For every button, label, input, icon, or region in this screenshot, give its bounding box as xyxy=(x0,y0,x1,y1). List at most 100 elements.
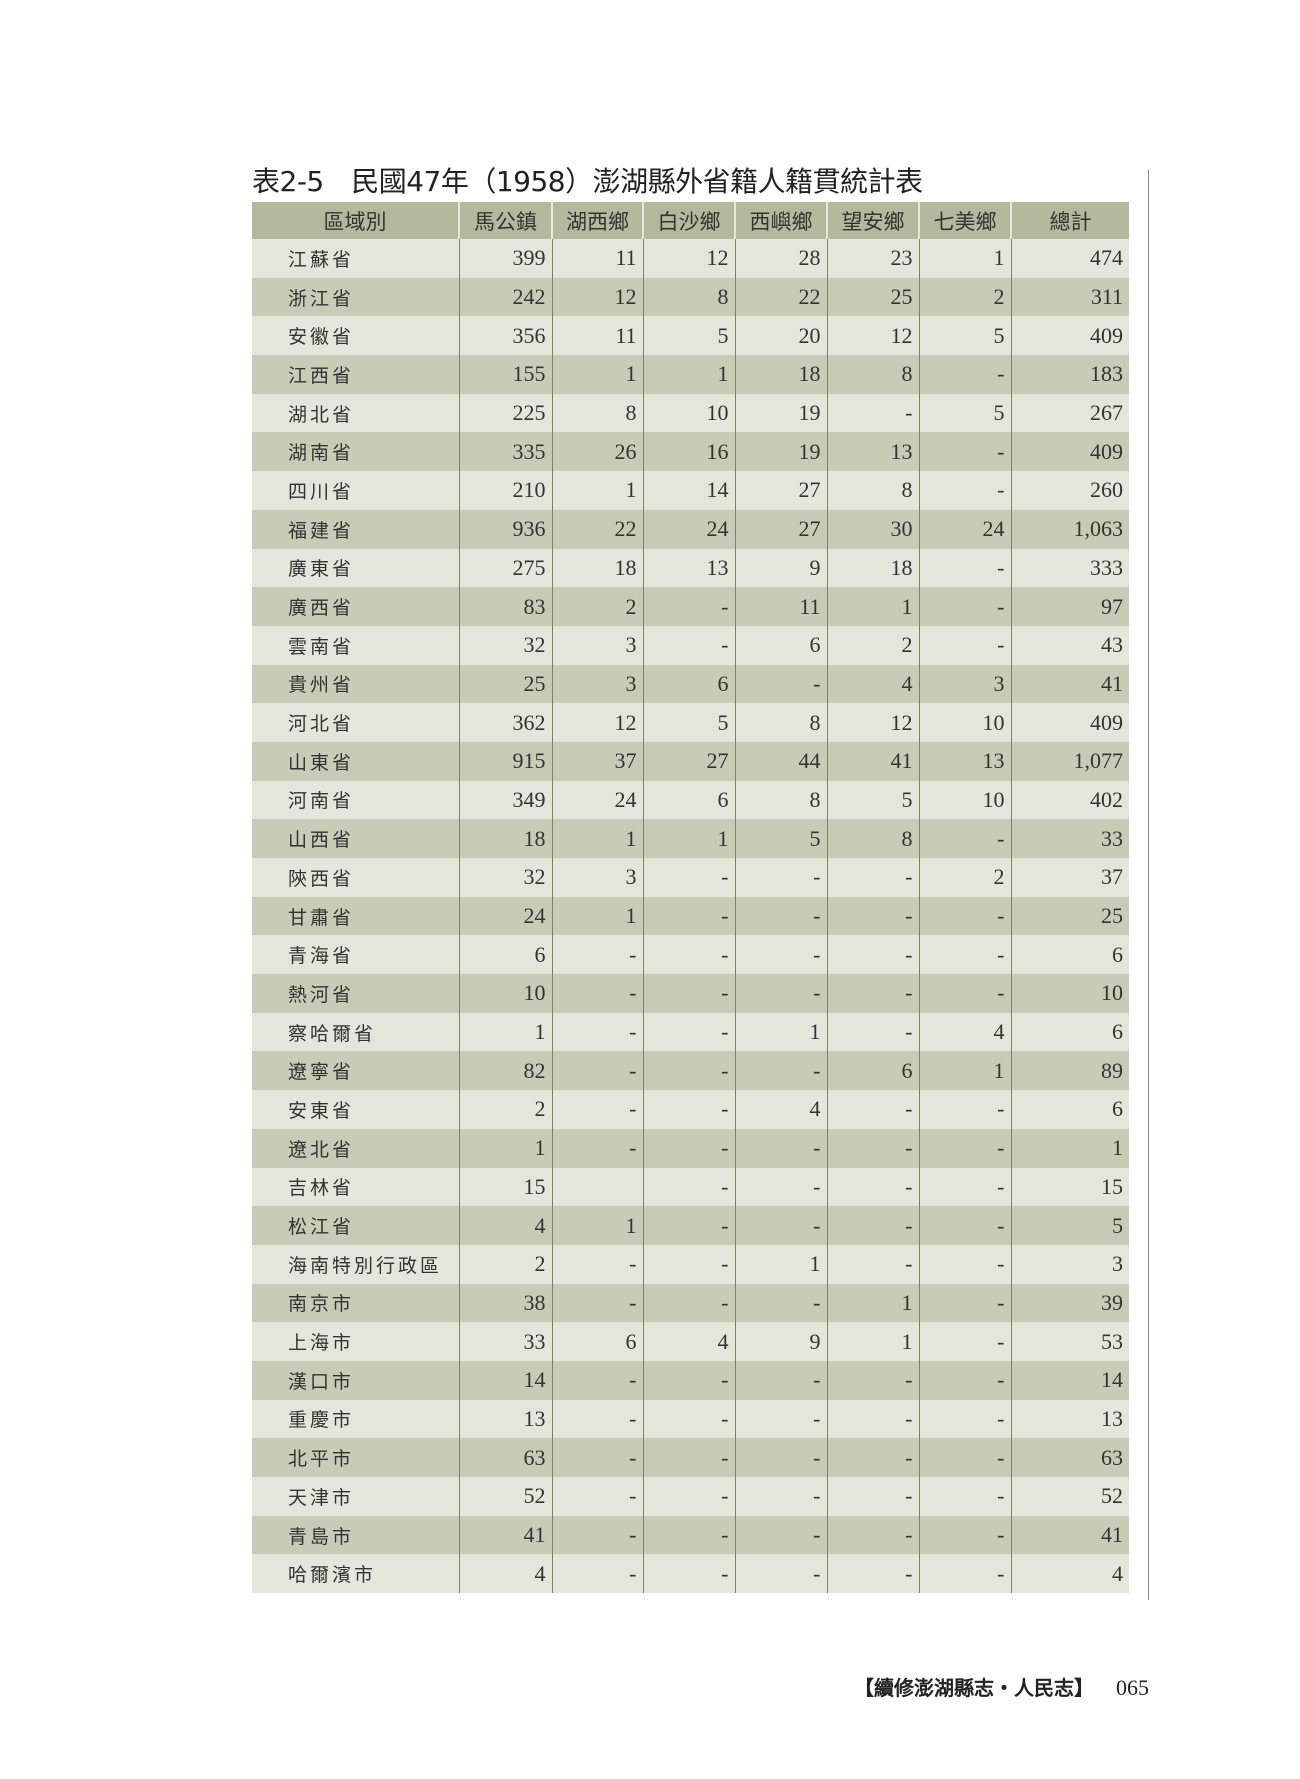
value-cell: - xyxy=(826,1438,919,1477)
value-cell: 63 xyxy=(458,1438,552,1477)
value-cell: 2 xyxy=(918,277,1011,317)
value-cell: 267 xyxy=(1010,393,1129,433)
table-row: 遼北省 1- - - - -1 xyxy=(252,1128,1129,1168)
value-cell: 12 xyxy=(551,703,643,742)
value-cell: 225 xyxy=(458,393,552,433)
region-cell: 江西省 xyxy=(252,355,459,394)
value-cell: 333 xyxy=(1010,548,1129,588)
value-cell: 1 xyxy=(734,1244,827,1284)
value-cell: 4 xyxy=(458,1554,552,1594)
value-cell: - xyxy=(826,1477,919,1516)
value-cell: - xyxy=(642,896,735,936)
value-cell: - xyxy=(826,974,919,1013)
value-cell: - xyxy=(734,1399,827,1439)
region-cell: 山東省 xyxy=(252,741,459,781)
value-cell: 5 xyxy=(642,316,735,356)
table-row: 松江省 4 1- - - -5 xyxy=(252,1206,1129,1245)
margin-rule xyxy=(1148,170,1149,1600)
table-row: 海南特別行政區 2- -1- -3 xyxy=(252,1244,1129,1284)
value-cell: 8 xyxy=(734,703,827,742)
value-cell: - xyxy=(642,974,735,1013)
value-cell: 10 xyxy=(918,703,1011,742)
value-cell: 1,077 xyxy=(1010,741,1129,781)
page-footer: 【續修澎湖縣志・人民志】 065 xyxy=(854,1672,1149,1701)
value-cell: 14 xyxy=(1010,1360,1129,1400)
region-cell: 四川省 xyxy=(252,471,459,510)
table-row: 廣西省 83 2-11 1-97 xyxy=(252,587,1129,626)
region-cell: 哈爾濱市 xyxy=(252,1554,459,1594)
value-cell: - xyxy=(551,1283,643,1323)
value-cell: - xyxy=(642,1399,735,1439)
value-cell: 18 xyxy=(551,548,643,588)
value-cell: 260 xyxy=(1010,471,1129,510)
value-cell: - xyxy=(918,587,1011,626)
value-cell: - xyxy=(826,1554,919,1594)
value-cell: 39 xyxy=(1010,1283,1129,1323)
value-cell: 362 xyxy=(458,703,552,742)
region-cell: 甘肅省 xyxy=(252,896,459,936)
table-header-row: 區域別 馬公鎮 湖西鄉 白沙鄉 西嶼鄉 望安鄉 七美鄉 總計 xyxy=(252,202,1129,239)
value-cell: - xyxy=(642,858,735,897)
page-number: 065 xyxy=(1116,1675,1149,1700)
value-cell: 275 xyxy=(458,548,552,588)
value-cell: 335 xyxy=(458,432,552,472)
value-cell: 6 xyxy=(734,625,827,665)
value-cell: 409 xyxy=(1010,316,1129,356)
region-cell: 察哈爾省 xyxy=(252,1012,459,1052)
region-cell: 湖北省 xyxy=(252,393,459,433)
value-cell: 32 xyxy=(458,858,552,897)
region-cell: 貴州省 xyxy=(252,664,459,704)
value-cell: 4 xyxy=(458,1206,552,1245)
value-cell: 3 xyxy=(1010,1244,1129,1284)
value-cell: 3 xyxy=(551,625,643,665)
value-cell: 8 xyxy=(734,780,827,820)
value-cell: - xyxy=(918,432,1011,472)
region-cell: 陝西省 xyxy=(252,858,459,897)
value-cell: 16 xyxy=(642,432,735,472)
table-row: 四川省 210 1 14 27 8-260 xyxy=(252,471,1129,510)
region-cell: 青島市 xyxy=(252,1515,459,1555)
value-cell: - xyxy=(642,1360,735,1400)
table-row: 哈爾濱市 4- - - - -4 xyxy=(252,1554,1129,1594)
value-cell: - xyxy=(826,1206,919,1245)
value-cell: 24 xyxy=(458,896,552,936)
value-cell: 52 xyxy=(458,1477,552,1516)
value-cell: - xyxy=(826,896,919,936)
value-cell: - xyxy=(551,1515,643,1555)
value-cell: 183 xyxy=(1010,355,1129,394)
value-cell: - xyxy=(734,664,827,704)
value-cell: - xyxy=(918,1322,1011,1361)
region-cell: 吉林省 xyxy=(252,1167,459,1207)
value-cell: 1 xyxy=(551,355,643,394)
value-cell: 10 xyxy=(642,393,735,433)
table-row: 察哈爾省 1- -1-4 6 xyxy=(252,1012,1129,1052)
value-cell: 25 xyxy=(458,664,552,704)
table-row: 青海省 6- - - - -6 xyxy=(252,935,1129,975)
table-row: 吉林省 15- - - -15 xyxy=(252,1167,1129,1207)
value-cell: 5 xyxy=(642,703,735,742)
value-cell: - xyxy=(642,1167,735,1207)
value-cell: 6 xyxy=(458,935,552,975)
value-cell: - xyxy=(642,625,735,665)
value-cell: 41 xyxy=(458,1515,552,1555)
region-cell: 河南省 xyxy=(252,780,459,820)
value-cell: 3 xyxy=(551,858,643,897)
value-cell: 82 xyxy=(458,1051,552,1091)
value-cell: 6 xyxy=(1010,1090,1129,1129)
table-row: 熱河省 10- - - - -10 xyxy=(252,974,1129,1013)
table-row: 北平市 63- - - - -63 xyxy=(252,1438,1129,1477)
value-cell: 1 xyxy=(826,587,919,626)
value-cell: 9 xyxy=(734,548,827,588)
value-cell: 10 xyxy=(1010,974,1129,1013)
value-cell: 41 xyxy=(1010,664,1129,704)
table-row: 浙江省 242 12 8 22 25 2 311 xyxy=(252,277,1129,317)
table-row: 雲南省 32 3-6 2-43 xyxy=(252,625,1129,665)
value-cell: 3 xyxy=(551,664,643,704)
value-cell: 1 xyxy=(826,1283,919,1323)
table-row: 河北省 362 12 5 8 12 10 409 xyxy=(252,703,1129,742)
value-cell: 13 xyxy=(642,548,735,588)
value-cell: 11 xyxy=(734,587,827,626)
value-cell: 1 xyxy=(918,239,1011,278)
value-cell: - xyxy=(734,1128,827,1168)
value-cell: 25 xyxy=(1010,896,1129,936)
